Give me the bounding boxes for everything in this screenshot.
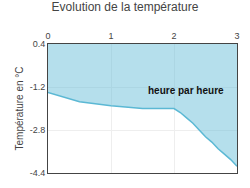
svg-text:Evolution de la température: Evolution de la température bbox=[52, 0, 199, 14]
svg-text:-2.8: -2.8 bbox=[30, 125, 46, 135]
svg-text:Température en °C: Température en °C bbox=[14, 66, 25, 150]
svg-text:1: 1 bbox=[108, 31, 113, 41]
svg-text:-4.4: -4.4 bbox=[30, 168, 46, 178]
svg-text:3: 3 bbox=[234, 31, 239, 41]
svg-text:heure par heure: heure par heure bbox=[148, 85, 224, 96]
svg-text:2: 2 bbox=[171, 31, 176, 41]
svg-text:0: 0 bbox=[45, 31, 50, 41]
svg-text:-1.2: -1.2 bbox=[30, 82, 46, 92]
svg-text:0.4: 0.4 bbox=[33, 39, 46, 49]
